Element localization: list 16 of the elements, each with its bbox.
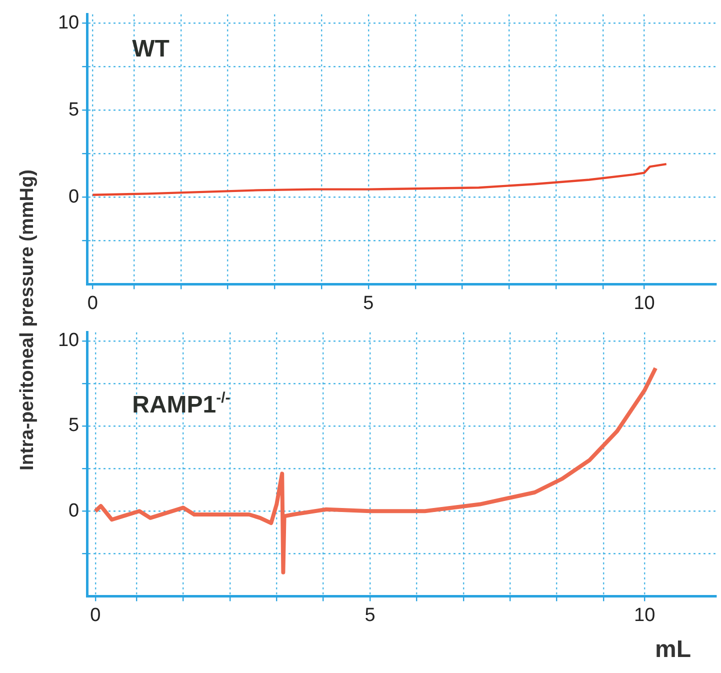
y-axis-title: Intra-peritoneal pressure (mmHg) — [17, 168, 39, 472]
x-tick-label: 10 — [634, 292, 655, 314]
x-tick-label: 0 — [90, 604, 101, 626]
x-tick-label: 10 — [634, 604, 656, 626]
x-tick-label: 0 — [87, 292, 98, 314]
annotation: WT — [132, 35, 170, 62]
x-tick-label: 5 — [363, 292, 374, 314]
annotation: RAMP1-/- — [132, 389, 230, 418]
x-axis-title: mL — [655, 636, 691, 664]
x-tick-label: 5 — [364, 604, 376, 626]
y-tick-label: 5 — [68, 415, 80, 436]
y-tick-label: 10 — [58, 12, 80, 34]
y-tick-label: 10 — [58, 330, 80, 352]
y-tick-label: 0 — [68, 500, 80, 522]
y-tick-label: 5 — [68, 99, 80, 120]
y-tick-label: 0 — [68, 186, 80, 208]
